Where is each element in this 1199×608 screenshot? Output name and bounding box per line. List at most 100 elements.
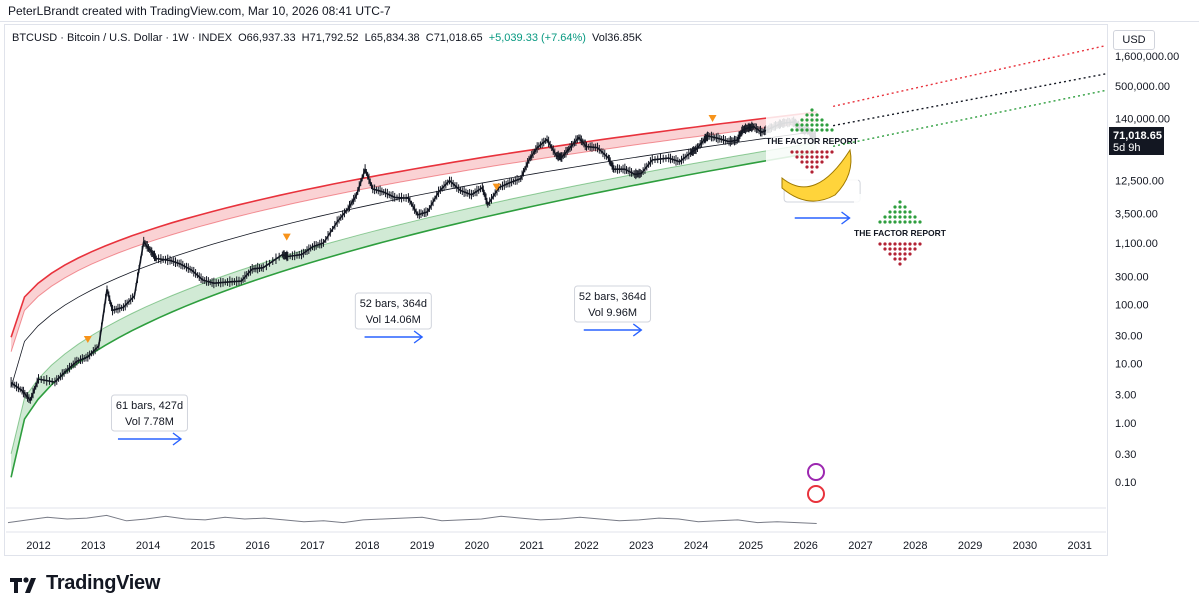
halving-marker-1[interactable]	[282, 233, 291, 241]
x-tick-label: 2018	[355, 540, 379, 552]
x-tick-label: 2024	[684, 540, 708, 552]
logo-dot-red	[810, 165, 814, 169]
last-price-label: 71,018.65	[1113, 130, 1162, 142]
logo-dot-green	[795, 123, 799, 127]
x-tick-label: 2015	[191, 540, 215, 552]
logo-dot-green	[810, 118, 814, 122]
logo-dot-green	[825, 128, 829, 132]
y-tick-label: 140,000.00	[1115, 114, 1170, 126]
symbol-legend[interactable]: BTCUSD · Bitcoin / U.S. Dollar · 1W · IN…	[12, 32, 645, 44]
range-annotation-1[interactable]: 52 bars, 364d Vol 14.06M	[354, 292, 432, 344]
halving-marker-2[interactable]	[492, 183, 501, 191]
logo-dot-green	[883, 220, 887, 224]
range-annotation-0[interactable]: 61 bars, 427d Vol 7.78M	[110, 394, 188, 446]
logo-dot-red	[908, 247, 912, 251]
range-arrow-head	[632, 323, 643, 337]
event-icon[interactable]	[807, 463, 825, 481]
logo-dot-red	[800, 155, 804, 159]
y-tick-label: 300.00	[1115, 271, 1149, 283]
header-bar: PeterLBrandt created with TradingView.co…	[0, 0, 1199, 22]
logo-dot-green	[815, 118, 819, 122]
flag-icon[interactable]	[807, 485, 825, 503]
chart-svg[interactable]: 61 bars, 427d Vol 7.78M 52 bars, 364d Vol 1…	[0, 0, 1199, 566]
x-tick-label: 2027	[848, 540, 872, 552]
logo-dot-red	[898, 257, 902, 261]
annotation-volume-label: Vol 14.06M	[366, 314, 421, 326]
logo-dot-red	[805, 150, 809, 154]
logo-dot-red	[903, 242, 907, 246]
logo-dot-red	[898, 262, 902, 266]
logo-dot-red	[908, 242, 912, 246]
logo-dot-green	[810, 123, 814, 127]
symbol-title: BTCUSD · Bitcoin / U.S. Dollar · 1W · IN…	[12, 32, 233, 44]
x-tick-label: 2020	[465, 540, 489, 552]
y-tick-label: 1,600,000.00	[1115, 51, 1179, 63]
halving-marker-3[interactable]	[708, 114, 717, 122]
range-annotation-2[interactable]: 52 bars, 364d Vol 9.96M	[574, 285, 652, 337]
logo-dot-green	[810, 128, 814, 132]
logo-dot-red	[893, 252, 897, 256]
annotation-box	[574, 285, 652, 323]
volume-readout: Vol36.85K	[592, 32, 643, 44]
logo-dot-green	[830, 128, 834, 132]
currency-button[interactable]: USD	[1113, 30, 1155, 50]
logo-dot-red	[888, 242, 892, 246]
logo-dot-green	[815, 123, 819, 127]
logo-dot-green	[800, 123, 804, 127]
x-tick-label: 2029	[958, 540, 982, 552]
x-tick-label: 2021	[519, 540, 543, 552]
band-inner-edge-2	[10, 142, 817, 454]
logo-dot-green	[820, 118, 824, 122]
band-edge-2	[10, 151, 817, 478]
chart-credit: PeterLBrandt created with TradingView.co…	[8, 4, 391, 18]
logo-wordmark: THE FACTOR REPORT	[854, 228, 947, 238]
logo-dot-green	[913, 220, 917, 224]
logo-dot-red	[913, 247, 917, 251]
x-tick-label: 2031	[1067, 540, 1091, 552]
logo-dot-green	[820, 128, 824, 132]
logo-dot-red	[918, 242, 922, 246]
logo-dot-green	[800, 118, 804, 122]
y-tick-label: 12,500.00	[1115, 176, 1164, 188]
logo-dot-green	[820, 123, 824, 127]
logo-dot-red	[878, 242, 882, 246]
oscillator-line	[7, 514, 817, 524]
annotation-range-label: 52 bars, 364d	[579, 291, 646, 303]
x-tick-label: 2023	[629, 540, 653, 552]
band-fill-0	[11, 112, 817, 352]
logo-dot-green	[908, 210, 912, 214]
tradingview-logo[interactable]: TradingView	[10, 572, 160, 595]
logo-dot-green	[810, 113, 814, 117]
logo-dot-green	[908, 215, 912, 219]
logo-dot-green	[883, 215, 887, 219]
halving-marker-0[interactable]	[83, 335, 92, 343]
logo-dot-red	[815, 150, 819, 154]
logo-dot-red	[893, 257, 897, 261]
range-arrow-head	[172, 432, 183, 446]
logo-dot-red	[800, 150, 804, 154]
logo-dot-red	[898, 252, 902, 256]
logo-dot-green	[805, 128, 809, 132]
x-tick-label: 2019	[410, 540, 434, 552]
logo-dot-red	[820, 150, 824, 154]
logo-dot-green	[898, 215, 902, 219]
logo-dot-red	[883, 242, 887, 246]
y-tick-label: 500,000.00	[1115, 81, 1170, 93]
ohlc-low: L65,834.38	[364, 32, 420, 44]
range-arrow-head	[413, 330, 424, 344]
x-tick-label: 2028	[903, 540, 927, 552]
logo-dot-red	[888, 252, 892, 256]
logo-dot-red	[795, 155, 799, 159]
annotation-range-label: 52 bars, 364d	[360, 298, 427, 310]
logo-dot-red	[810, 155, 814, 159]
logo-dot-red	[893, 247, 897, 251]
logo-dot-green	[898, 200, 902, 204]
logo-dot-green	[898, 220, 902, 224]
x-tick-label: 2016	[245, 540, 269, 552]
logo-dot-green	[898, 210, 902, 214]
logo-wordmark: THE FACTOR REPORT	[766, 136, 859, 146]
logo-dot-green	[903, 210, 907, 214]
logo-dot-green	[903, 220, 907, 224]
logo-dot-green	[888, 220, 892, 224]
logo-dot-green	[893, 210, 897, 214]
